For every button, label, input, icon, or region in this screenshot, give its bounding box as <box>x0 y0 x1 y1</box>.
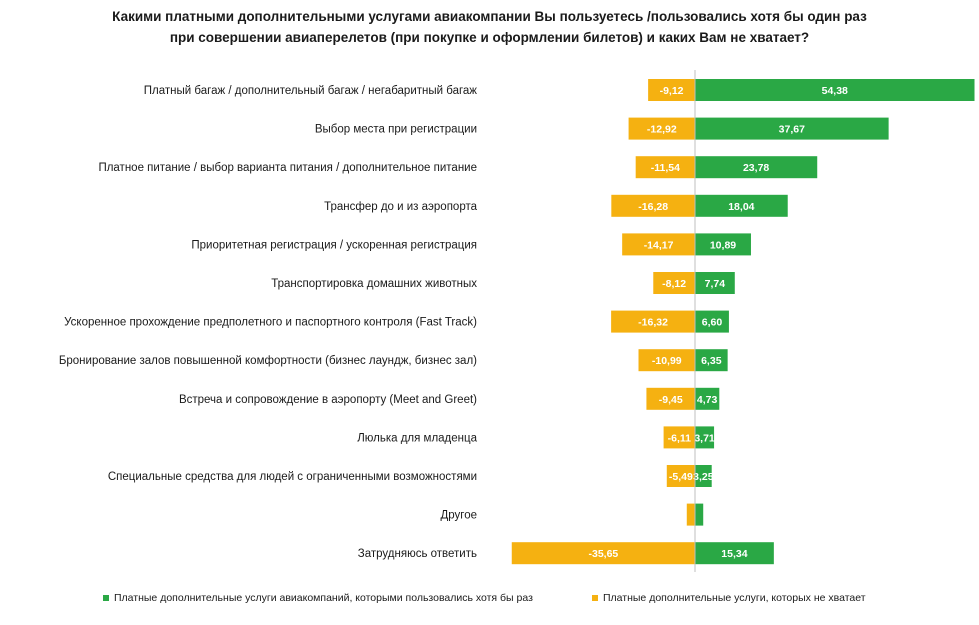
data-label-missing: -14,17 <box>644 239 674 251</box>
chart-title-line-2: при совершении авиаперелетов (при покупк… <box>169 30 810 45</box>
data-label-missing: -10,99 <box>652 355 682 367</box>
bar-used <box>695 194 788 217</box>
bar-used <box>695 503 704 526</box>
bar-missing <box>648 79 695 101</box>
legend-swatch-used <box>103 595 109 601</box>
legend-item-missing: Платные дополнительные услуги, которых н… <box>592 592 866 604</box>
bar-used <box>695 465 712 487</box>
bar-missing <box>511 542 695 565</box>
bar-used <box>695 117 889 140</box>
bar-used <box>695 156 818 179</box>
category-label: Встреча и сопровождение в аэропорту (Mee… <box>179 394 477 406</box>
bar-used <box>695 426 715 449</box>
legend-label-used: Платные дополнительные услуги авиакомпан… <box>114 592 533 604</box>
bar-used <box>695 387 720 410</box>
bar-used <box>695 272 735 294</box>
bar-missing <box>611 194 695 217</box>
category-label: Выбор места при регистрации <box>315 124 477 136</box>
category-label: Платное питание / выбор варианта питания… <box>98 162 477 174</box>
data-label-used: 18,04 <box>728 201 754 213</box>
data-label-missing: -9,45 <box>659 394 683 406</box>
bar-missing <box>628 117 695 140</box>
category-label: Люлька для младенца <box>357 432 477 444</box>
category-label: Транспортировка домашних животных <box>271 278 477 290</box>
category-label: Затрудняюсь ответить <box>358 548 477 560</box>
bar-missing <box>622 233 695 256</box>
chart-title: Какими платными дополнительными услугами… <box>0 6 979 48</box>
bar-missing <box>646 387 695 410</box>
category-label: Трансфер до и из аэропорта <box>324 201 477 213</box>
data-label-used: 3,25 <box>693 471 714 483</box>
category-label: Приоритетная регистрация / ускоренная ре… <box>191 239 477 251</box>
bar-used <box>695 233 751 256</box>
data-label-missing: -5,49 <box>669 471 693 483</box>
data-label-used: 7,74 <box>705 278 726 290</box>
bar-missing <box>611 310 695 333</box>
category-label: Ускоренное прохождение предполетного и п… <box>64 317 477 329</box>
data-label-used: 10,89 <box>710 239 736 251</box>
bar-missing <box>653 272 695 294</box>
data-label-missing: -9,12 <box>660 85 684 97</box>
bar-used <box>695 310 729 333</box>
data-label-missing: -8,12 <box>662 278 686 290</box>
data-label-missing: -11,54 <box>651 162 680 174</box>
bar-missing <box>666 465 695 487</box>
category-label: Специальные средства для людей с огранич… <box>108 471 477 483</box>
data-label-used: 6,35 <box>701 355 722 367</box>
data-label-missing: -35,65 <box>588 548 618 560</box>
data-label-used: 3,71 <box>694 432 715 444</box>
bar-used <box>695 79 975 101</box>
data-label-used: 15,34 <box>721 548 747 560</box>
category-label: Другое <box>440 510 477 522</box>
data-label-missing: -12,92 <box>647 124 677 136</box>
data-label-used: 4,73 <box>697 394 718 406</box>
bar-missing <box>635 156 695 179</box>
data-label-used: 23,78 <box>743 162 769 174</box>
bar-used <box>695 542 774 565</box>
category-label: Платный багаж / дополнительный багаж / н… <box>144 85 478 97</box>
chart-title-line-1: Какими платными дополнительными услугами… <box>112 9 867 24</box>
legend-label-missing: Платные дополнительные услуги, которых н… <box>603 592 866 604</box>
data-label-missing: -16,32 <box>638 317 668 329</box>
legend-swatch-missing <box>592 595 598 601</box>
data-label-missing: -6,11 <box>668 432 692 444</box>
data-label-used: 54,38 <box>822 85 848 97</box>
bar-used <box>695 349 728 372</box>
data-label-used: 6,60 <box>702 317 723 329</box>
bar-missing <box>638 349 695 372</box>
legend-item-used: Платные дополнительные услуги авиакомпан… <box>103 592 533 604</box>
data-label-used: 37,67 <box>779 124 805 136</box>
bar-missing <box>663 426 695 449</box>
data-label-missing: -16,28 <box>638 201 668 213</box>
bar-missing <box>686 503 695 526</box>
category-label: Бронирование залов повышенной комфортнос… <box>59 355 477 367</box>
